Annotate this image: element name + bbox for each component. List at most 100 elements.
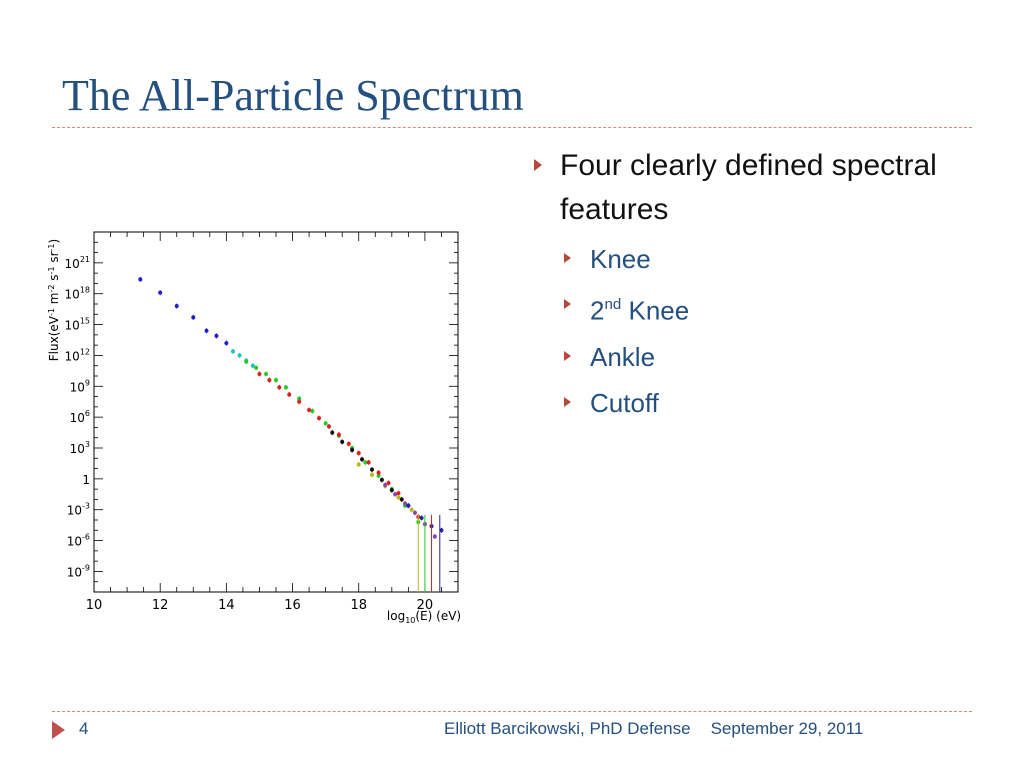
bullet-main: Four clearly defined spectral features: [530, 144, 950, 232]
data-point: [277, 385, 282, 390]
data-point: [369, 467, 374, 472]
data-point: [379, 477, 384, 482]
data-point: [356, 451, 361, 456]
data-point: [250, 363, 255, 368]
data-point: [360, 457, 365, 462]
y-tick-label: 1015: [65, 317, 90, 333]
data-point: [356, 462, 361, 467]
sub-bullet-ankle: Ankle: [530, 334, 950, 380]
data-point: [204, 328, 209, 333]
data-point: [237, 353, 242, 358]
data-point: [138, 277, 143, 282]
triangle-bullet-icon: [564, 253, 571, 263]
sub-bullet-text-rest: Knee: [621, 295, 690, 326]
y-tick-label: 10-3: [67, 502, 90, 518]
footer-date: September 29, 2011: [710, 719, 864, 738]
y-tick-label: 106: [70, 409, 90, 425]
data-point: [254, 365, 259, 370]
data-point: [383, 483, 388, 488]
y-axis-label: Flux(eV-1 m-2 s-1 sr-1): [47, 239, 61, 361]
data-point: [224, 341, 229, 346]
sub-bullet-knee: Knee: [530, 236, 950, 282]
data-point: [323, 421, 328, 426]
plot-frame: [93, 231, 459, 593]
y-tick-label: 1012: [65, 347, 90, 363]
data-point: [230, 349, 235, 354]
plot-border: [93, 231, 459, 593]
y-tick-label: 1021: [65, 255, 90, 271]
data-point: [406, 503, 411, 508]
sub-bullet-text-base: 2: [590, 295, 605, 326]
footer-divider: [52, 711, 972, 712]
data-point: [363, 460, 368, 465]
data-point: [369, 472, 374, 477]
data-point: [336, 432, 341, 437]
data-point: [350, 448, 355, 453]
data-point: [330, 430, 335, 435]
y-tick-label: 1018: [65, 286, 90, 302]
data-point: [283, 385, 288, 390]
data-point: [399, 497, 404, 502]
data-point: [257, 371, 262, 376]
data-point: [346, 441, 351, 446]
data-point: [376, 473, 381, 478]
x-axis-label: log10(E) (eV): [387, 609, 461, 625]
data-point: [439, 528, 444, 533]
plot-points: [138, 276, 444, 592]
sub-bullet-text: Knee: [590, 244, 651, 274]
x-tick-label: 14: [218, 598, 235, 613]
data-point: [396, 491, 401, 496]
x-tick-label: 18: [350, 598, 367, 613]
data-point: [432, 534, 437, 539]
triangle-bullet-icon: [564, 299, 571, 309]
title-divider: [52, 127, 972, 128]
sub-bullet-second-knee: 2nd Knee: [530, 282, 950, 334]
data-point: [297, 399, 302, 404]
data-point: [310, 408, 315, 413]
y-tick-label: 109: [70, 378, 90, 394]
data-point: [297, 396, 302, 401]
y-tick-label: 1: [82, 473, 90, 487]
footer-author: Elliott Barcikowski, PhD Defense: [444, 719, 691, 738]
slide-title: The All-Particle Spectrum: [62, 71, 524, 120]
data-point: [412, 510, 417, 515]
data-point: [403, 501, 408, 506]
data-point: [174, 304, 179, 309]
data-point: [409, 507, 414, 512]
triangle-bullet-icon: [534, 159, 542, 171]
y-tick-label: 103: [70, 440, 90, 456]
triangle-bullet-icon: [564, 350, 571, 361]
sub-bullet-text: Cutoff: [590, 387, 659, 418]
data-point: [214, 333, 219, 338]
x-tick-label: 16: [284, 598, 301, 613]
y-tick-label: 10-9: [67, 563, 90, 579]
data-point: [396, 495, 401, 500]
bullet-main-text: Four clearly defined spectral features: [560, 149, 937, 226]
page-number: 4: [79, 719, 89, 738]
triangle-bullet-icon: [564, 396, 571, 407]
data-point: [376, 470, 381, 475]
sub-bullet-cutoff: Cutoff: [530, 380, 950, 426]
data-point: [158, 290, 163, 295]
x-tick-label: 20: [417, 598, 434, 613]
data-point: [393, 492, 398, 497]
x-tick-label: 12: [152, 598, 169, 613]
data-point: [386, 480, 391, 485]
footer-arrow-icon: [52, 721, 65, 739]
data-point: [267, 378, 272, 383]
data-point: [307, 407, 312, 412]
footer-info: Elliott Barcikowski, PhD Defense Septembe…: [444, 719, 863, 739]
energy-spectrum-plot: 10 12 14 16 18 201021101810151012109106103110…: [47, 231, 461, 625]
data-point: [274, 378, 278, 383]
data-point: [326, 424, 331, 429]
sub-bullet-superscript: nd: [604, 296, 622, 313]
data-point: [287, 392, 292, 397]
x-tick-label: 10: [86, 598, 103, 613]
plot-ticks: 10 12 14 16 18 201021101810151012109106103110…: [65, 231, 459, 613]
data-point: [340, 439, 345, 444]
sub-bullet-text: Ankle: [590, 341, 656, 372]
bullet-list: Four clearly defined spectral features K…: [530, 144, 950, 426]
y-tick-label: 10-6: [67, 533, 90, 549]
data-point: [264, 371, 269, 376]
data-point: [191, 315, 196, 320]
